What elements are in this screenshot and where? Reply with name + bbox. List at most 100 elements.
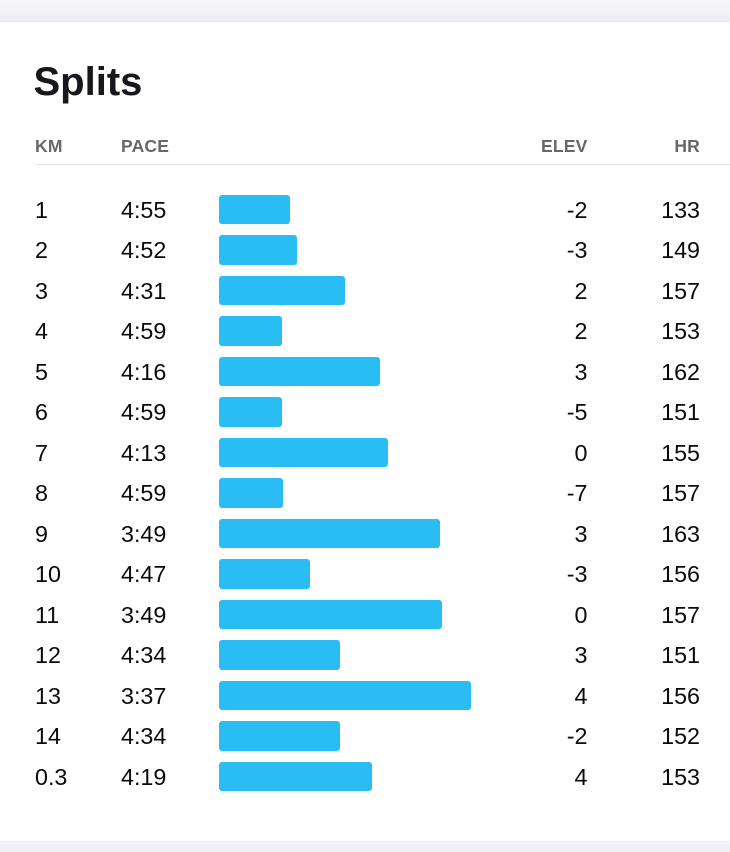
column-header-hr: HR — [674, 136, 700, 156]
split-row-13: 13 3:37 4 156 — [0, 676, 730, 717]
pace-bar — [219, 194, 290, 225]
split-elev-value: -2 — [566, 723, 588, 749]
column-header-pace: PACE — [121, 136, 170, 156]
split-row-1: 1 4:55 -2 133 — [0, 190, 730, 231]
column-header-km: KM — [35, 136, 63, 156]
split-km-value: 4 — [35, 318, 48, 344]
split-hr-value: 153 — [661, 763, 700, 790]
pace-bar — [219, 761, 372, 792]
split-hr-value: 149 — [661, 237, 700, 263]
split-elev-value: 2 — [574, 277, 588, 304]
split-row-10: 10 4:47 -3 156 — [0, 554, 730, 595]
pace-bar-track — [219, 559, 310, 589]
split-km-value: 13 — [35, 682, 61, 709]
pace-bar — [219, 437, 388, 468]
pace-bar-track — [219, 397, 282, 427]
split-row-14: 14 4:34 -2 152 — [0, 716, 730, 757]
split-elev-value: 4 — [574, 763, 588, 790]
split-hr-value: 156 — [661, 561, 700, 587]
split-pace-value: 4:19 — [121, 763, 167, 790]
pace-bar-track — [219, 680, 471, 711]
table-header: KM PACE ELEV HR — [0, 135, 730, 157]
pace-bar — [219, 275, 345, 306]
split-row-6: 6 4:59 -5 151 — [0, 392, 730, 433]
split-row-4: 4 4:59 2 153 — [0, 311, 730, 352]
split-hr-value: 157 — [661, 480, 700, 506]
split-km-value: 0.3 — [35, 763, 68, 790]
split-pace-value: 3:37 — [121, 682, 167, 709]
split-km-value: 14 — [35, 723, 61, 749]
split-pace-value: 4:47 — [121, 561, 167, 587]
split-elev-value: -3 — [566, 561, 588, 587]
pace-bar — [219, 478, 283, 508]
split-km-value: 10 — [35, 561, 61, 587]
column-header-elev: ELEV — [540, 136, 588, 156]
split-km-value: 6 — [35, 399, 48, 425]
split-elev-value: -3 — [566, 237, 588, 263]
split-km-value: 8 — [35, 480, 48, 506]
split-row-7: 7 4:13 0 155 — [0, 433, 730, 474]
split-pace-value: 4:16 — [121, 358, 167, 385]
split-row-2: 2 4:52 -3 149 — [0, 230, 730, 271]
pace-bar — [219, 518, 440, 549]
split-km-value: 2 — [35, 237, 48, 263]
split-pace-value: 4:59 — [121, 318, 167, 344]
split-hr-value: 157 — [661, 277, 700, 304]
top-scroll-shadow — [0, 0, 730, 22]
split-km-value: 3 — [35, 277, 48, 304]
pace-bar — [219, 235, 297, 265]
split-hr-value: 151 — [661, 642, 700, 668]
pace-bar-track — [219, 599, 442, 630]
split-pace-value: 4:52 — [121, 237, 167, 263]
split-km-value: 12 — [35, 642, 61, 668]
split-hr-value: 151 — [661, 399, 700, 425]
pace-bar-track — [219, 761, 372, 792]
pace-bar-track — [219, 640, 340, 670]
split-km-value: 5 — [35, 358, 48, 385]
split-km-value: 7 — [35, 439, 48, 466]
split-pace-value: 4:31 — [121, 277, 167, 304]
split-elev-value: 3 — [574, 358, 588, 385]
pace-bar-track — [219, 194, 290, 225]
table-header-divider — [35, 163, 730, 165]
pace-bar — [219, 397, 282, 427]
split-hr-value: 162 — [661, 358, 700, 385]
pace-bar — [219, 559, 310, 589]
split-hr-value: 133 — [661, 196, 700, 223]
pace-bar — [219, 599, 442, 630]
split-hr-value: 153 — [661, 318, 700, 344]
split-row-5: 5 4:16 3 162 — [0, 352, 730, 393]
split-pace-value: 3:49 — [121, 601, 167, 628]
split-row-12: 12 4:34 3 151 — [0, 635, 730, 676]
split-elev-value: 3 — [574, 520, 588, 547]
pace-bar — [219, 721, 340, 751]
split-pace-value: 4:55 — [121, 196, 167, 223]
split-elev-value: 0 — [574, 439, 588, 466]
split-km-value: 9 — [35, 520, 48, 547]
split-hr-value: 156 — [661, 682, 700, 709]
pace-bar-track — [219, 437, 388, 468]
split-row-8: 8 4:59 -7 157 — [0, 473, 730, 514]
split-row-11: 11 3:49 0 157 — [0, 595, 730, 636]
split-pace-value: 4:34 — [121, 642, 167, 668]
split-hr-value: 157 — [661, 601, 700, 628]
split-elev-value: -5 — [566, 399, 588, 425]
split-elev-value: 0 — [574, 601, 588, 628]
pace-bar-track — [219, 518, 440, 549]
pace-bar — [219, 640, 340, 670]
split-row-9: 9 3:49 3 163 — [0, 514, 730, 555]
pace-bar-track — [219, 478, 283, 508]
split-elev-value: 3 — [574, 642, 588, 668]
pace-bar-track — [219, 235, 297, 265]
splits-table-body: 1 4:55 -2 133 2 4:52 -3 149 3 4:31 2 157 4 4:59 2 153 5 4… — [0, 190, 730, 798]
split-elev-value: -2 — [566, 196, 588, 223]
pace-bar — [219, 316, 282, 346]
split-elev-value: 2 — [574, 318, 588, 344]
bottom-band — [0, 841, 730, 852]
pace-bar-track — [219, 356, 380, 387]
page-title: Splits — [33, 59, 143, 104]
split-pace-value: 4:34 — [121, 723, 167, 749]
pace-bar-track — [219, 316, 282, 346]
split-hr-value: 152 — [661, 723, 700, 749]
